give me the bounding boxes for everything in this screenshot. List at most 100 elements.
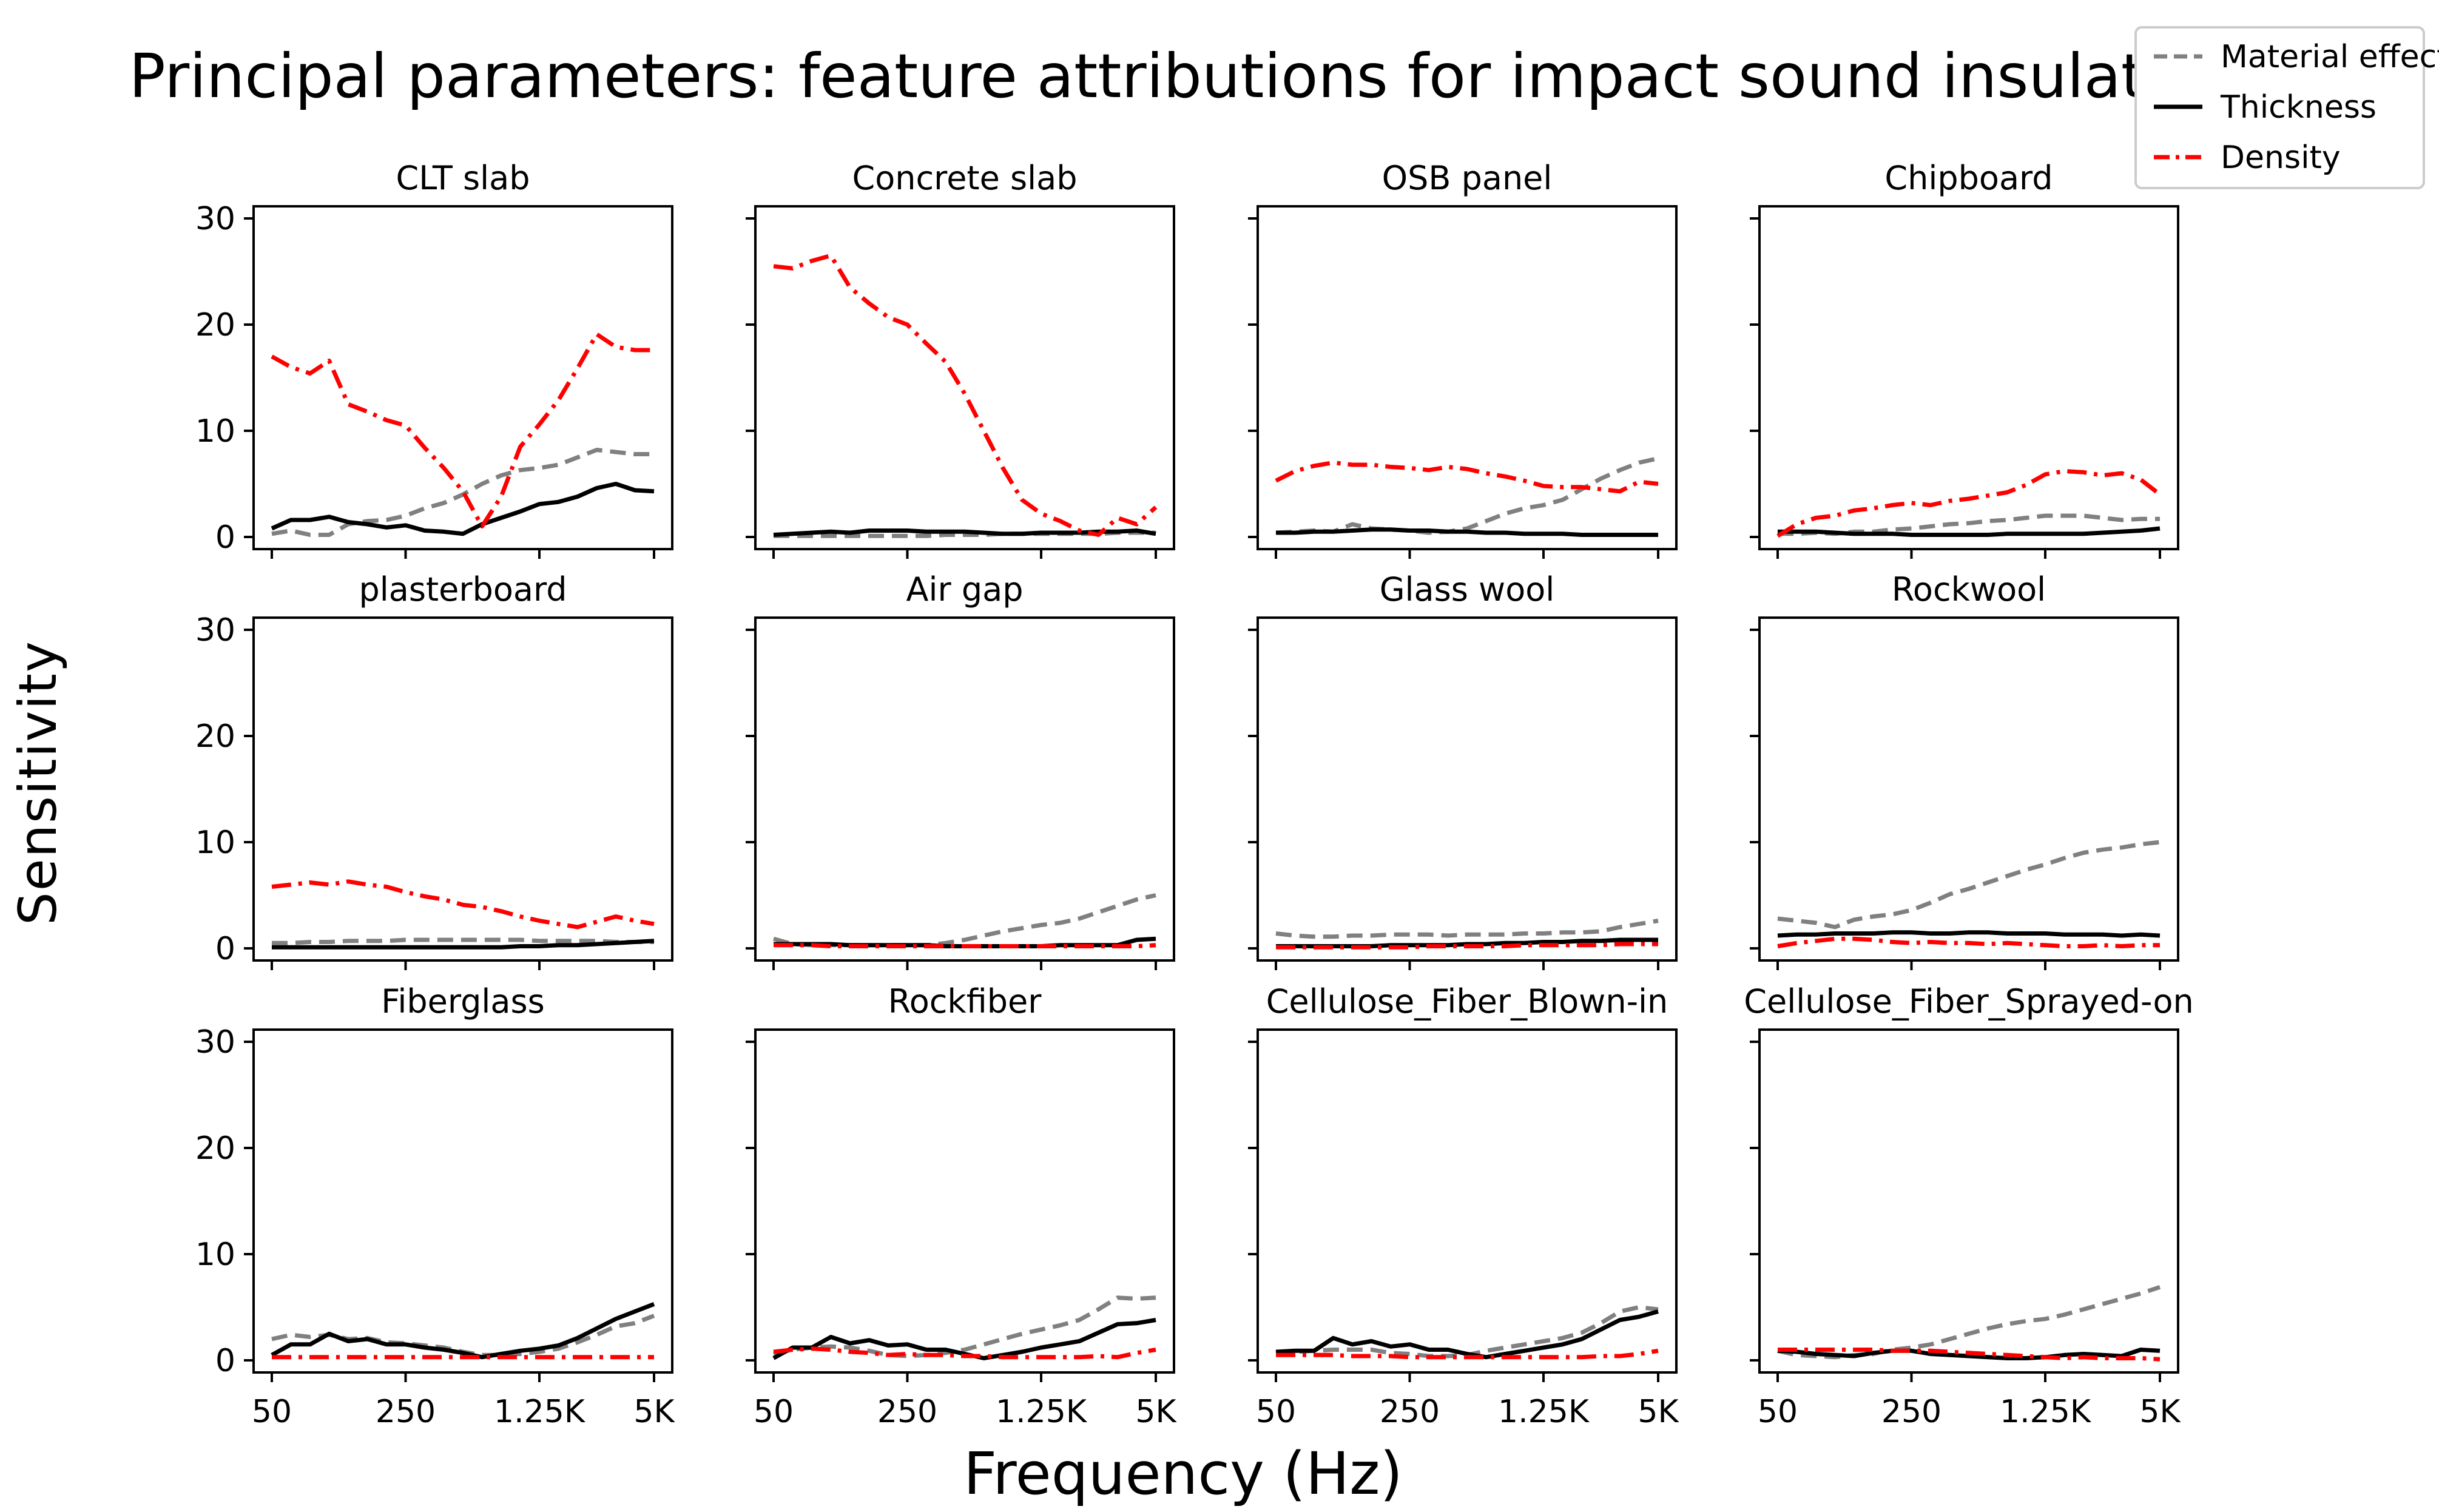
legend: Material effect Thickness Density bbox=[2134, 26, 2439, 189]
panel-frame bbox=[252, 1028, 673, 1374]
panel-11: Cellulose_Fiber_Blown-in 50 250 1.25K 5K bbox=[1248, 982, 1679, 1430]
series-line-material-effect bbox=[1275, 919, 1659, 939]
x-tick-label: 1.25K bbox=[494, 1394, 586, 1430]
y-tick-label: 20 bbox=[195, 307, 235, 343]
chart-title: Principal parameters: feature attributio… bbox=[129, 41, 2238, 112]
series-line-density bbox=[1276, 942, 1658, 950]
x-tick-label: 250 bbox=[877, 1394, 937, 1430]
series-line-material-effect bbox=[1275, 456, 1659, 535]
panel-4: Chipboard bbox=[1750, 159, 2179, 559]
x-tick-label: 5K bbox=[1135, 1394, 1177, 1430]
y-tick-label: 30 bbox=[195, 1024, 235, 1061]
panel-6: Air gap bbox=[746, 570, 1175, 970]
series-line-thickness bbox=[271, 482, 655, 536]
series-line-density bbox=[1776, 469, 2162, 538]
x-tick-label: 250 bbox=[1881, 1394, 1941, 1430]
series-line-material-effect bbox=[773, 1295, 1156, 1358]
y-axis-label: Sensitivity bbox=[8, 640, 69, 925]
panel-title: Concrete slab bbox=[852, 159, 1078, 197]
panel-title: plasterboard bbox=[359, 570, 567, 609]
x-axis-label: Frequency (Hz) bbox=[963, 1440, 1403, 1508]
series-line-density bbox=[1276, 1348, 1659, 1360]
y-tick-label: 20 bbox=[195, 718, 235, 755]
series-line-thickness bbox=[1778, 526, 2161, 537]
panel-frame bbox=[754, 205, 1175, 550]
panel-7: Glass wool bbox=[1248, 570, 1678, 970]
x-tick-label: 1.25K bbox=[1498, 1394, 1590, 1430]
y-tick-label: 10 bbox=[195, 1237, 235, 1273]
y-tick-label: 0 bbox=[215, 931, 235, 967]
series-line-density bbox=[271, 879, 655, 930]
panel-title: Air gap bbox=[906, 570, 1024, 609]
series-line-density bbox=[1777, 936, 2160, 948]
panel-frame bbox=[1758, 205, 2179, 550]
panel-frame bbox=[1257, 205, 1678, 550]
panel-title: OSB panel bbox=[1382, 159, 1553, 197]
panel-frame bbox=[1758, 1028, 2179, 1374]
panel-title: Cellulose_Fiber_Sprayed-on bbox=[1744, 982, 2193, 1021]
x-tick-label: 1.25K bbox=[2000, 1394, 2092, 1430]
y-tick-label: 30 bbox=[195, 201, 235, 237]
series-line-thickness bbox=[272, 939, 655, 950]
panel-title: Rockwool bbox=[1892, 570, 2046, 609]
panel-frame bbox=[1758, 616, 2179, 962]
panel-frame bbox=[252, 205, 673, 550]
panel-frame bbox=[754, 616, 1175, 962]
x-tick-label: 250 bbox=[1380, 1394, 1440, 1430]
panel-frame bbox=[1257, 616, 1678, 962]
series-line-material-effect bbox=[773, 893, 1156, 948]
series-line-density bbox=[271, 332, 654, 528]
panel-frame bbox=[252, 616, 673, 962]
panel-title: Glass wool bbox=[1380, 570, 1555, 609]
legend-label: Density bbox=[2221, 140, 2341, 176]
x-tick-label: 50 bbox=[252, 1394, 292, 1430]
panel-2: Concrete slab bbox=[746, 159, 1175, 559]
y-tick-label: 20 bbox=[195, 1130, 235, 1167]
x-tick-label: 250 bbox=[376, 1394, 436, 1430]
y-tick-label: 10 bbox=[195, 413, 235, 450]
series-line-thickness bbox=[1777, 930, 2161, 938]
series-line-density bbox=[1275, 461, 1659, 494]
series-line-thickness bbox=[271, 1302, 655, 1360]
legend-label: Material effect bbox=[2221, 39, 2439, 75]
series-line-density bbox=[774, 943, 1156, 948]
y-tick-label: 0 bbox=[215, 1343, 235, 1379]
panel-3: OSB panel bbox=[1248, 159, 1678, 559]
series-line-material-effect bbox=[272, 937, 654, 945]
x-tick-label: 5K bbox=[633, 1394, 675, 1430]
series-line-thickness bbox=[1777, 1348, 2161, 1360]
series-line-material-effect bbox=[1777, 840, 2161, 930]
panel-title: CLT slab bbox=[396, 159, 530, 197]
legend-label: Thickness bbox=[2220, 89, 2377, 126]
panel-8: Rockwool bbox=[1750, 570, 2179, 970]
panel-title: Chipboard bbox=[1884, 159, 2053, 197]
series-line-density bbox=[1778, 1348, 2161, 1362]
y-tick-label: 30 bbox=[195, 612, 235, 649]
panel-10: Rockfiber 50 250 1.25K 5K bbox=[746, 982, 1177, 1430]
x-tick-label: 5K bbox=[1638, 1394, 1679, 1430]
series-line-thickness bbox=[1275, 1309, 1659, 1360]
panel-9: Fiberglass 0 10 20 30 50 250 1.25K 5K bbox=[195, 982, 676, 1430]
panel-5: plasterboard 0 10 20 30 bbox=[195, 570, 673, 970]
x-tick-label: 50 bbox=[1256, 1394, 1296, 1430]
small-multiples-grid: CLT slab 0 10 20 30 Concrete slab OSB panel Chi… bbox=[195, 159, 2194, 1430]
series-line-material-effect bbox=[1777, 1284, 2161, 1360]
y-tick-label: 0 bbox=[215, 519, 235, 556]
panel-frame bbox=[1257, 1028, 1678, 1374]
y-tick-label: 10 bbox=[195, 825, 235, 861]
series-line-thickness bbox=[1276, 527, 1658, 537]
x-tick-label: 50 bbox=[1758, 1394, 1798, 1430]
x-tick-label: 50 bbox=[754, 1394, 794, 1430]
panel-1: CLT slab 0 10 20 30 bbox=[195, 159, 673, 559]
series-line-material-effect bbox=[1778, 513, 2160, 536]
x-tick-label: 5K bbox=[2139, 1394, 2181, 1430]
panel-frame bbox=[754, 1028, 1175, 1374]
x-tick-label: 1.25K bbox=[996, 1394, 1088, 1430]
panel-title: Rockfiber bbox=[888, 982, 1042, 1021]
legend-frame bbox=[2134, 26, 2425, 189]
panel-12: Cellulose_Fiber_Sprayed-on 50 250 1.25K 5K bbox=[1744, 982, 2193, 1430]
panel-title: Cellulose_Fiber_Blown-in bbox=[1266, 982, 1668, 1021]
panel-title: Fiberglass bbox=[381, 982, 545, 1021]
series-line-density bbox=[773, 253, 1158, 537]
